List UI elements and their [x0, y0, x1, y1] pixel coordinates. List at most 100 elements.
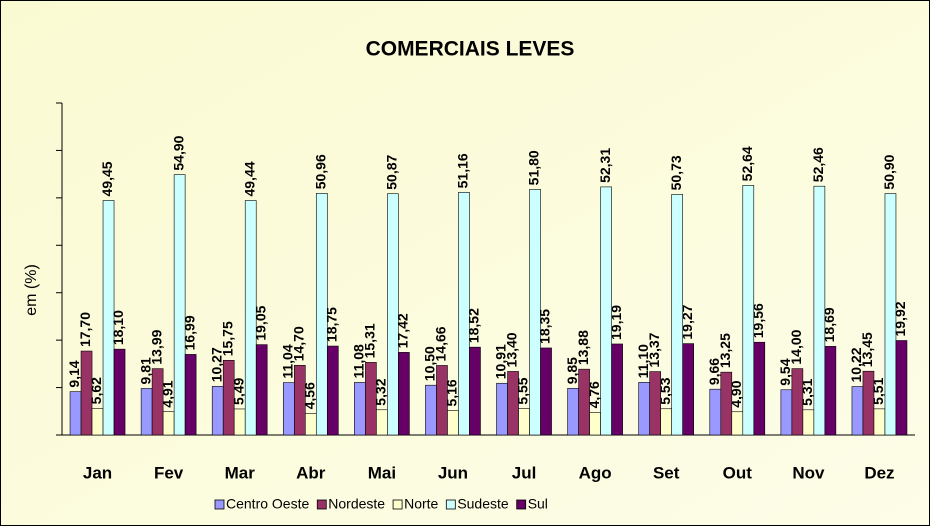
bar	[398, 352, 410, 436]
bar	[862, 370, 875, 436]
bar	[365, 362, 377, 436]
data-label: 4,90	[728, 380, 744, 407]
bar	[851, 386, 864, 436]
data-label: 5,31	[799, 378, 815, 405]
data-label: 13,45	[859, 332, 875, 367]
data-label: 50,90	[881, 154, 897, 189]
bar	[233, 408, 246, 436]
bar	[518, 408, 530, 436]
bar	[540, 347, 552, 436]
bar	[425, 384, 437, 436]
data-label: 15,31	[362, 323, 378, 358]
bar	[720, 371, 733, 436]
x-tick-label: Out	[723, 463, 753, 482]
bar	[255, 344, 268, 436]
data-label: 18,69	[821, 307, 837, 342]
data-label: 9,14	[66, 360, 82, 387]
data-label: 5,51	[870, 377, 886, 404]
data-label: 9,66	[706, 358, 722, 385]
data-label: 11,08	[351, 344, 367, 378]
bar	[162, 411, 175, 436]
legend-swatch	[516, 499, 527, 510]
data-label: 15,75	[219, 321, 235, 356]
data-label: 9,54	[777, 358, 793, 385]
data-label: 5,32	[373, 378, 389, 405]
bar	[387, 193, 399, 436]
data-label: 13,37	[646, 332, 662, 367]
legend-label: Nordeste	[328, 496, 385, 512]
data-label: 49,44	[241, 161, 257, 196]
x-tick-label: Dez	[864, 463, 894, 482]
chart-title: COMERCIAIS LEVES	[366, 38, 575, 61]
data-label: 50,96	[312, 154, 328, 189]
data-label: 14,70	[290, 326, 306, 361]
bar	[184, 354, 197, 436]
bar	[293, 364, 306, 436]
data-label: 18,10	[110, 310, 126, 345]
bar	[682, 343, 695, 436]
data-label: 11,10	[635, 344, 651, 378]
bar	[873, 408, 886, 436]
bar	[884, 193, 897, 436]
legend-swatch	[392, 499, 403, 510]
legend-label: Norte	[404, 496, 438, 512]
bar	[69, 391, 82, 436]
legend-swatch	[316, 499, 327, 510]
data-label: 5,62	[88, 377, 104, 404]
bar	[469, 346, 481, 436]
bar	[211, 385, 224, 436]
bar	[649, 371, 662, 436]
bar	[102, 200, 115, 436]
data-label: 9,85	[564, 357, 580, 384]
legend-swatch	[214, 499, 225, 510]
bar	[589, 412, 601, 436]
data-label: 10,22	[848, 347, 864, 382]
data-label: 17,70	[77, 312, 93, 347]
bar	[304, 413, 317, 436]
bar	[742, 185, 755, 436]
data-label: 10,91	[493, 344, 509, 379]
bar	[824, 346, 837, 436]
data-label: 52,64	[739, 146, 755, 181]
legend-swatch	[445, 499, 456, 510]
data-label: 19,05	[252, 305, 268, 340]
bar	[753, 341, 766, 436]
data-label: 49,45	[99, 161, 115, 196]
data-label: 13,88	[575, 330, 591, 365]
data-label: 50,73	[668, 155, 684, 190]
bar	[802, 409, 815, 436]
bar	[813, 185, 826, 436]
x-tick-label: Jun	[438, 463, 468, 482]
bar	[895, 340, 908, 436]
bar	[376, 409, 388, 436]
bar	[244, 200, 257, 436]
legend-label: Sul	[528, 496, 548, 512]
data-label: 16,99	[181, 315, 197, 350]
bar	[611, 343, 623, 436]
data-label: 14,66	[433, 326, 449, 361]
bar	[660, 408, 673, 436]
data-label: 19,27	[679, 304, 695, 339]
data-label: 4,91	[159, 380, 175, 407]
bar	[173, 174, 186, 436]
data-label: 5,53	[657, 377, 673, 404]
bar	[791, 368, 804, 436]
bar	[326, 345, 339, 436]
x-tick-label: Mai	[368, 463, 396, 482]
bar	[113, 348, 126, 436]
bar	[600, 186, 612, 436]
data-label: 54,90	[170, 135, 186, 170]
legend-label: Sudeste	[457, 496, 509, 512]
x-tick-label: Ago	[579, 463, 612, 482]
bar	[282, 382, 295, 436]
bar	[80, 350, 93, 436]
data-label: 10,50	[422, 346, 438, 381]
data-label: 5,55	[515, 377, 531, 404]
bar	[354, 382, 366, 436]
data-label: 13,40	[504, 332, 520, 367]
x-tick-label: Jan	[83, 463, 112, 482]
data-label: 19,92	[892, 301, 908, 336]
data-label: 5,49	[230, 377, 246, 404]
bar	[458, 192, 470, 436]
